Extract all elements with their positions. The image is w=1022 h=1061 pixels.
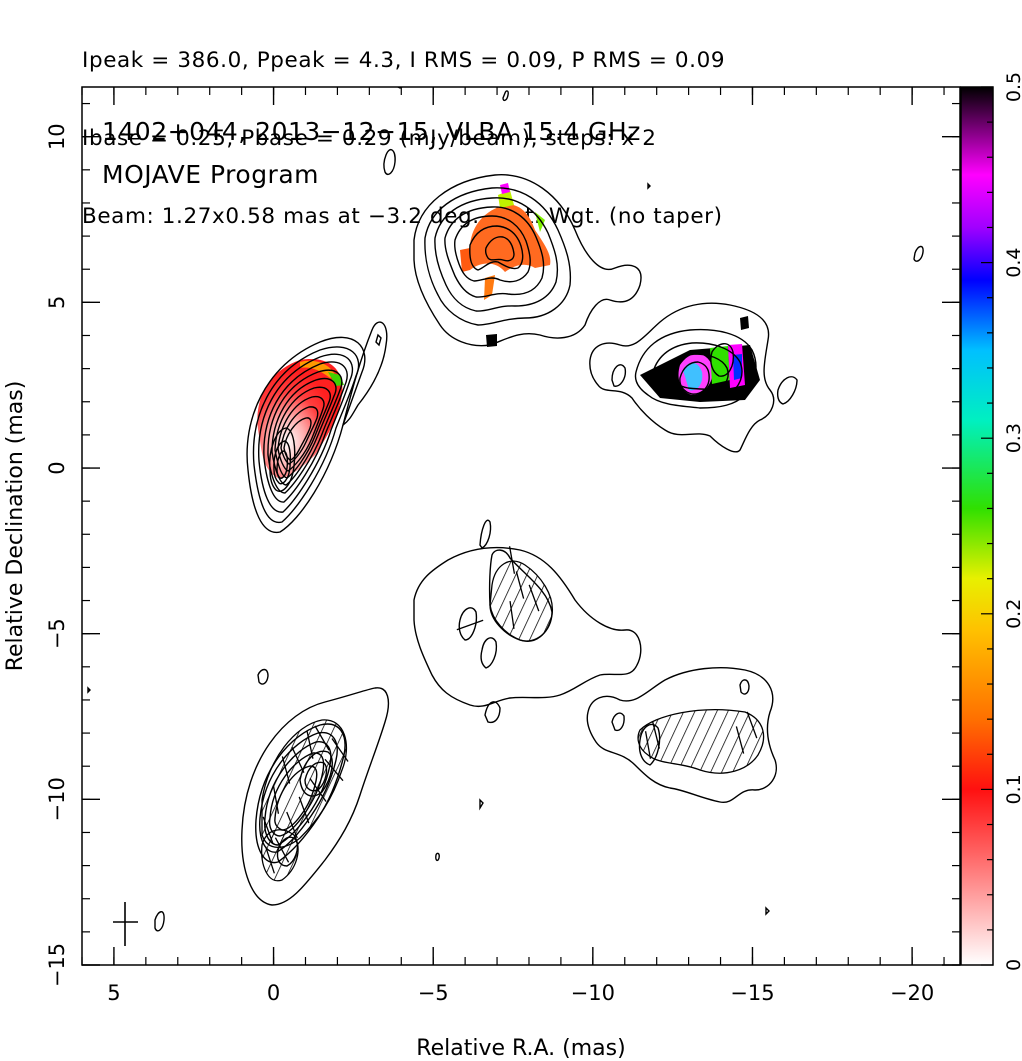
colorbar-tick-label: 0 bbox=[1003, 959, 1022, 971]
total-intensity-contours-lower bbox=[87, 519, 777, 932]
y-tick-label: 5 bbox=[45, 296, 69, 309]
x-tick-label: 0 bbox=[267, 981, 280, 1005]
evpa-vector bbox=[509, 601, 515, 629]
evpa-vector bbox=[274, 837, 290, 863]
x-tick-label: 5 bbox=[107, 981, 120, 1005]
colorbar-tick-label: 0.2 bbox=[1003, 599, 1022, 629]
header-line-base: Ibase = 0.25, Pbase = 0.29 (mJy/beam), s… bbox=[82, 126, 657, 151]
hatched-polarization-regions bbox=[261, 560, 765, 882]
y-tick-label: −5 bbox=[45, 618, 69, 649]
total-intensity-contours-upper bbox=[246, 87, 924, 534]
evpa-vector bbox=[528, 584, 540, 612]
evpa-vector bbox=[651, 721, 661, 749]
x-tick-label: −10 bbox=[571, 981, 615, 1005]
x-tick-label: −20 bbox=[890, 981, 934, 1005]
colorbar-tick-label: 0.3 bbox=[1003, 423, 1022, 453]
y-tick-label: −15 bbox=[45, 943, 69, 987]
evpa-vector bbox=[265, 846, 275, 874]
y-tick-label: 10 bbox=[45, 123, 69, 150]
colorbar bbox=[960, 86, 994, 966]
beam-marker bbox=[113, 902, 138, 946]
x-tick-label: −5 bbox=[418, 981, 449, 1005]
y-tick-label: 0 bbox=[45, 461, 69, 474]
plot-frame bbox=[81, 86, 961, 966]
y-axis-title: Relative Declination (mas) bbox=[3, 381, 28, 672]
map-title: 1402+044, 2013−12−15, VLBA 15.4 GHz bbox=[102, 117, 641, 146]
program-label: MOJAVE Program bbox=[102, 160, 319, 189]
evpa-vector bbox=[746, 711, 758, 739]
colorbar-tick-label: 0.4 bbox=[1003, 247, 1022, 277]
y-tick-label: −10 bbox=[45, 777, 69, 821]
evpa-vector bbox=[515, 571, 525, 599]
x-tick-label: −15 bbox=[730, 981, 774, 1005]
header-line-peaks: Ipeak = 386.0, Ppeak = 4.3, I RMS = 0.09… bbox=[82, 48, 726, 73]
evpa-vector bbox=[281, 756, 291, 784]
evpa-vector bbox=[735, 726, 745, 754]
evpa-vector bbox=[314, 725, 330, 751]
colorbar-tick-label: 0.1 bbox=[1003, 774, 1022, 804]
axis-ticks: 5 0 −5 −10 −15 −20 10 5 0 −5 −10 −15 bbox=[45, 87, 960, 1005]
evpa-vector bbox=[291, 747, 305, 773]
x-axis-title: Relative R.A. (mas) bbox=[416, 1036, 625, 1061]
evpa-vector bbox=[331, 738, 349, 762]
colorbar-tick-label: 0.5 bbox=[1003, 72, 1022, 102]
evpa-vector bbox=[456, 619, 484, 631]
evpa-vector bbox=[644, 731, 652, 759]
evpa-vector bbox=[272, 786, 280, 814]
colorbar-ticks: 0 0.1 0.2 0.3 0.4 0.5 bbox=[981, 72, 1022, 971]
